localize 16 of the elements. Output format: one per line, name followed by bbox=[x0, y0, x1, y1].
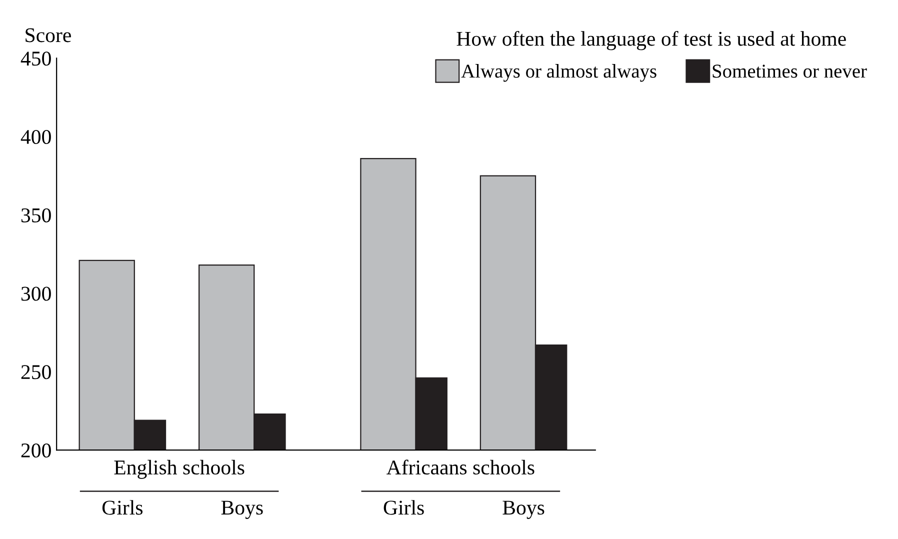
y-tick-label: 350 bbox=[21, 208, 51, 222]
y-tick-label: 200 bbox=[21, 443, 51, 458]
y-tick-label: 250 bbox=[21, 365, 51, 380]
text: English schools bbox=[114, 460, 244, 479]
x-tick-label: Girls bbox=[102, 500, 143, 515]
x-tick-label: Girls bbox=[384, 500, 424, 515]
y-tick-label: 450 bbox=[20, 52, 51, 66]
y-tick-label: 400 bbox=[20, 130, 51, 144]
legend-title: How often the language of test is used at home bbox=[456, 30, 846, 50]
legend-label: Always or almost always bbox=[461, 64, 656, 82]
x-tick-label: Boys bbox=[502, 500, 544, 519]
text: Africaans schools bbox=[386, 460, 534, 475]
y-tick-label: 300 bbox=[21, 286, 51, 301]
x-tick-label: Boys bbox=[221, 500, 263, 519]
legend-label: Sometimes or never bbox=[712, 64, 867, 78]
y-axis-title: Score bbox=[26, 28, 71, 42]
